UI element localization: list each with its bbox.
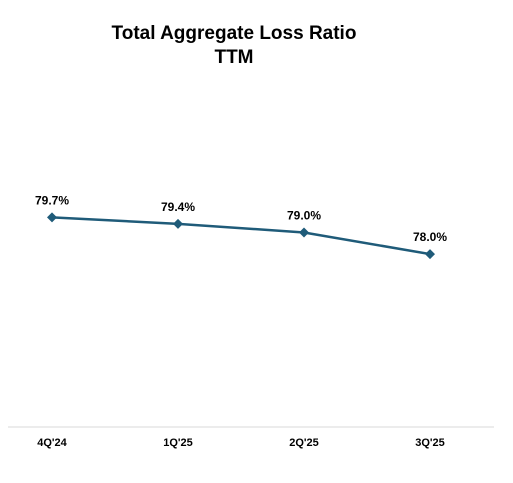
data-point-marker [425, 249, 435, 260]
x-tick-label: 2Q'25 [289, 437, 319, 449]
x-tick-label: 4Q'24 [37, 437, 67, 449]
x-tick-label: 3Q'25 [415, 437, 445, 449]
data-label: 79.7% [35, 193, 69, 207]
chart-title: Total Aggregate Loss Ratio TTM [112, 23, 357, 68]
x-tick-label: 1Q'25 [163, 437, 193, 449]
chart-title-line: Total Aggregate Loss Ratio [112, 23, 357, 44]
series-line [51, 216, 431, 256]
data-point-marker [299, 227, 309, 238]
chart-subtitle: TTM [214, 47, 253, 68]
series-layer [47, 212, 435, 260]
data-label: 79.0% [287, 208, 321, 222]
data-point-marker [47, 212, 57, 223]
data-label: 79.4% [161, 200, 195, 214]
data-point-marker [173, 218, 183, 229]
data-labels: 79.7% 79.4% 79.0% 78.0% [35, 193, 447, 244]
data-label: 78.0% [413, 230, 447, 244]
x-axis-ticks: 4Q'24 1Q'25 2Q'25 3Q'25 [37, 437, 445, 449]
